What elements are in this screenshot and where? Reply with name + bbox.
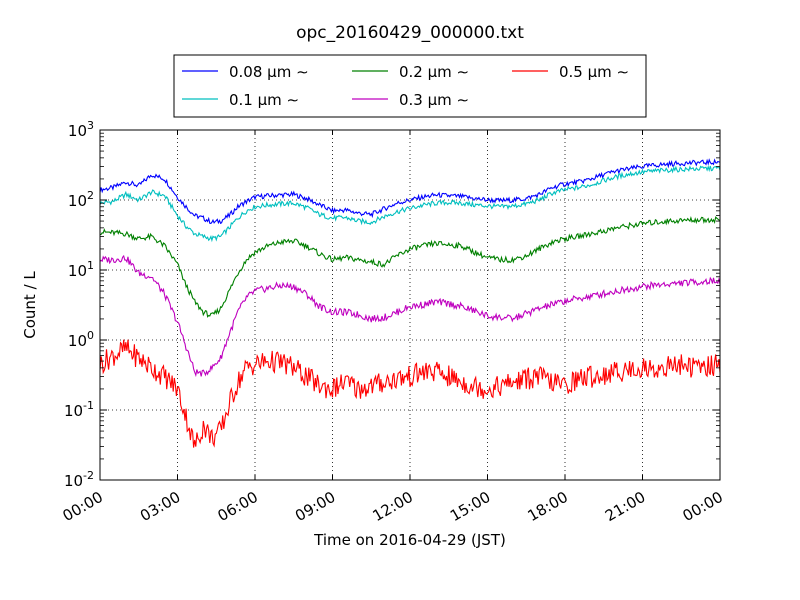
y-tick-label: 103 xyxy=(68,119,94,140)
series-line xyxy=(100,339,720,448)
legend-label: 0.3 μm ∼ xyxy=(399,91,469,109)
grid xyxy=(100,130,720,480)
series-line xyxy=(100,254,720,378)
chart-title: opc_20160429_000000.txt xyxy=(296,23,524,43)
y-tick-label: 101 xyxy=(68,259,94,280)
x-axis-label: Time on 2016-04-29 (JST) xyxy=(313,531,506,549)
legend-label: 0.1 μm ∼ xyxy=(229,91,299,109)
series-line xyxy=(100,165,720,243)
y-axis-label: Count / L xyxy=(21,271,39,339)
legend-label: 0.08 μm ∼ xyxy=(229,63,309,81)
series-lines xyxy=(100,158,720,448)
series-line xyxy=(100,158,720,225)
y-tick-label: 100 xyxy=(68,329,94,350)
legend-frame xyxy=(173,54,647,118)
y-tick-label: 10-1 xyxy=(64,399,94,420)
y-tick-label: 102 xyxy=(68,189,94,210)
y-axis-ticks: 10-2 10-1 100 101 102 103 xyxy=(64,119,720,490)
series-line xyxy=(100,215,720,318)
y-tick-label: 10-2 xyxy=(64,469,94,490)
legend-label: 0.2 μm ∼ xyxy=(399,63,469,81)
legend-label: 0.5 μm ∼ xyxy=(559,63,629,81)
legend: 0.08 μm ∼ 0.1 μm ∼ 0.2 μm ∼ 0.3 μm ∼ 0.5 μm … xyxy=(173,54,647,118)
